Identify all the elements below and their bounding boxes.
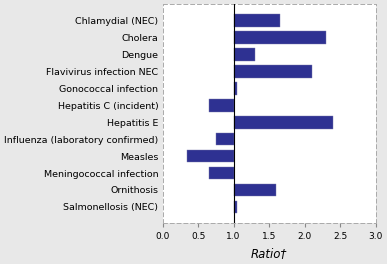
Bar xyxy=(216,133,234,145)
Bar xyxy=(234,82,237,95)
X-axis label: Ratio†: Ratio† xyxy=(251,247,287,260)
Bar xyxy=(209,167,234,180)
Bar xyxy=(234,116,333,129)
Bar xyxy=(234,184,276,196)
Bar xyxy=(234,48,255,61)
Bar xyxy=(234,65,312,78)
Bar xyxy=(234,14,280,27)
Bar xyxy=(234,201,237,213)
Bar xyxy=(234,31,326,44)
Bar xyxy=(187,150,234,162)
Bar xyxy=(209,99,234,112)
